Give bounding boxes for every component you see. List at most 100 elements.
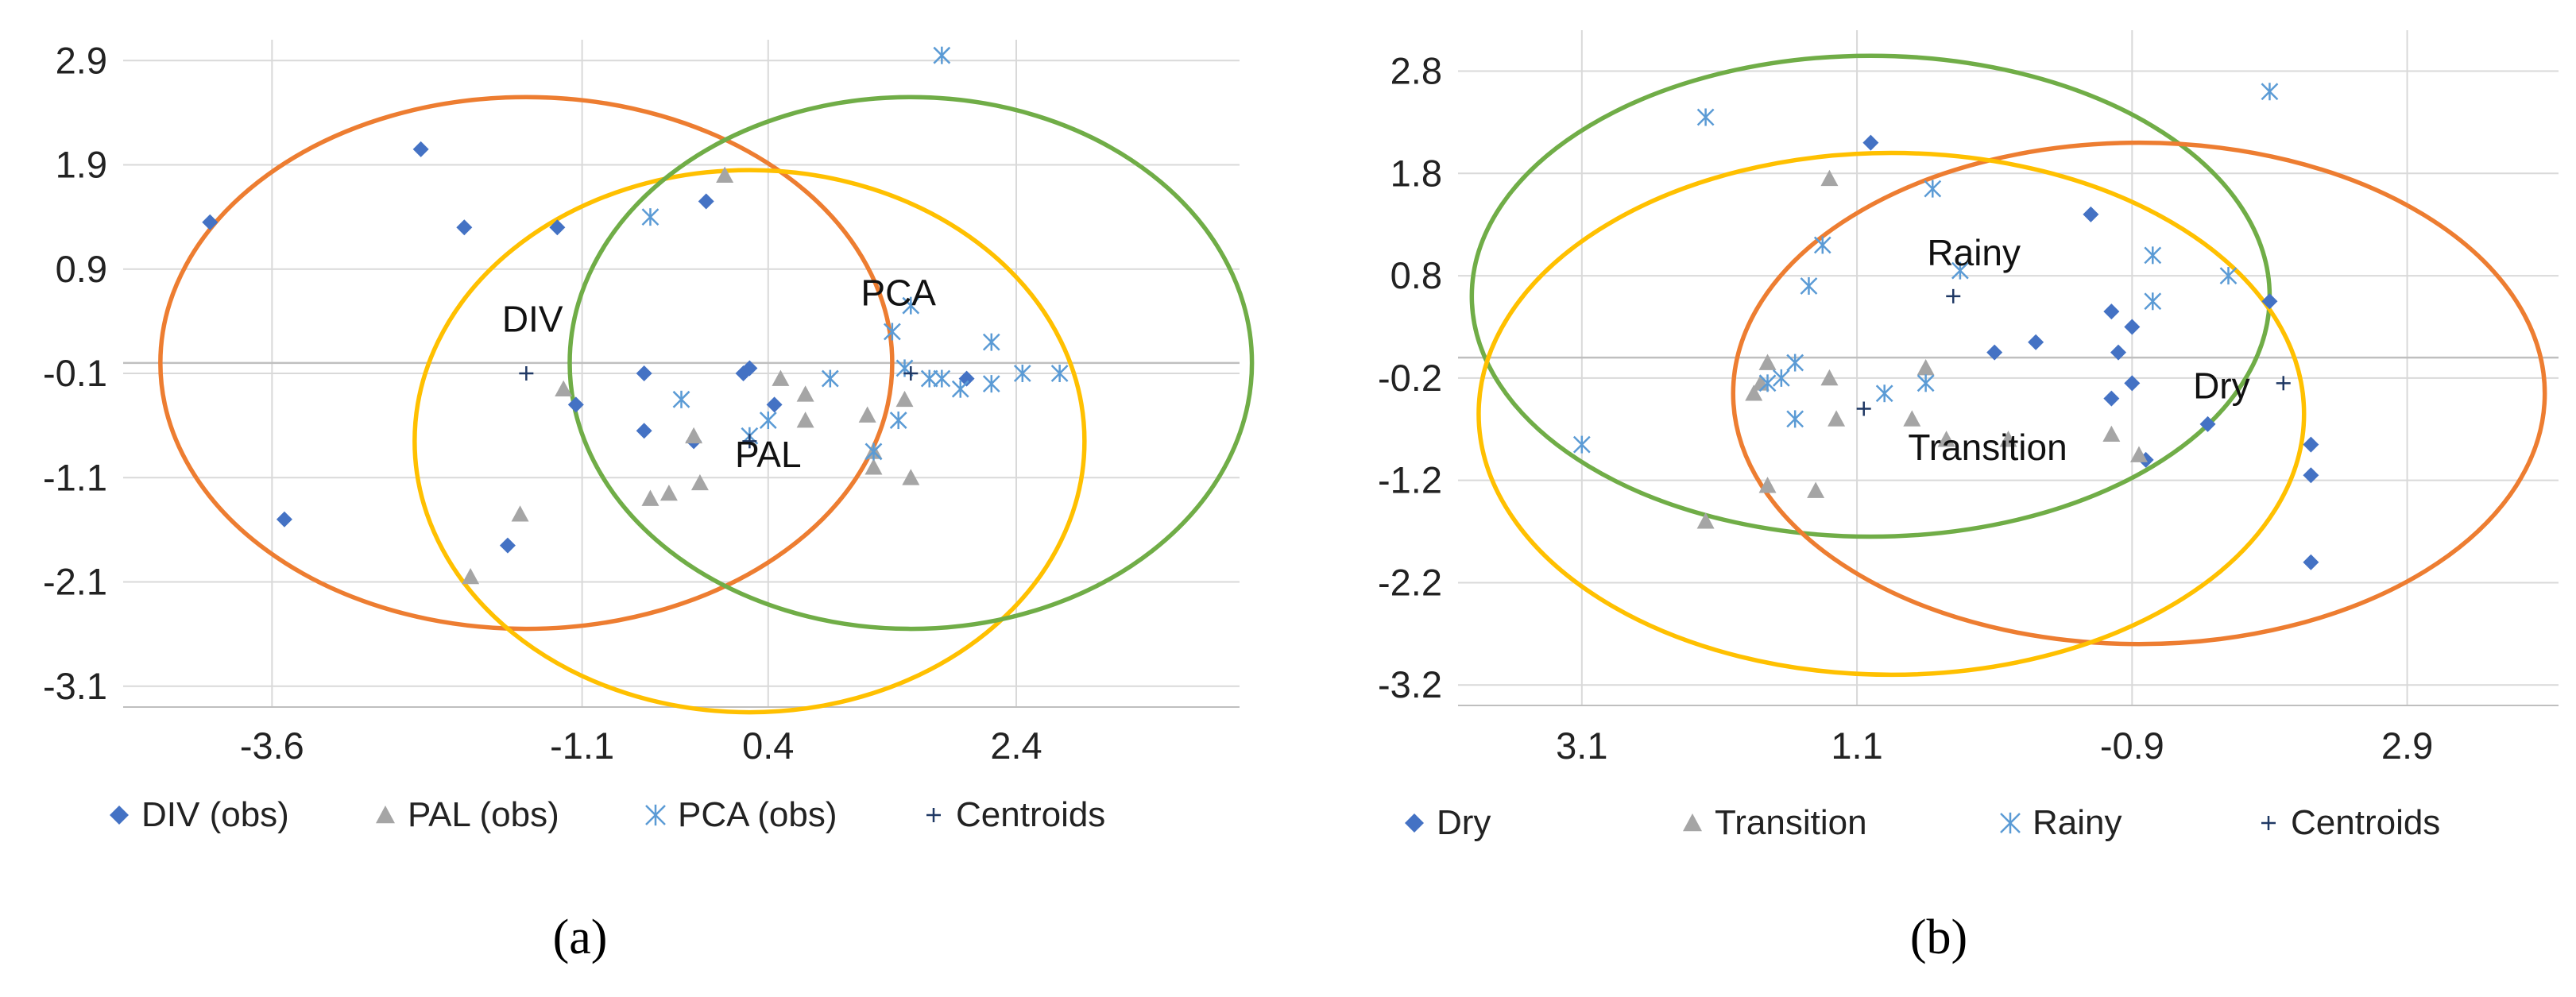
legend-label-transition: Transition — [1715, 803, 1867, 842]
data-point-centroids — [519, 366, 534, 381]
panel-a-chart: 2.9 1.9 0.9 -0.1 -1.1 -2.1 -3.1 -3.6 -1.1 0.4 2.4 D… — [43, 39, 1255, 834]
data-point-pca-obs — [889, 412, 907, 430]
legend: Dry Transition Rainy Centroids — [1405, 803, 2440, 842]
data-point-dry — [2103, 303, 2120, 320]
ellipse-transition — [1476, 150, 2307, 678]
legend-marker-centroids — [926, 808, 941, 822]
data-point-transition — [2129, 446, 2148, 462]
data-point-dry — [2028, 334, 2044, 350]
data-point-rainy — [1786, 410, 1804, 428]
series-centroids — [519, 366, 919, 449]
legend-item-centroids: Centroids — [2261, 803, 2440, 842]
data-point-pca-obs — [884, 323, 901, 341]
data-point-transition — [1903, 410, 1921, 427]
data-point-dry — [2110, 344, 2126, 361]
data-point-div-obs — [202, 214, 219, 230]
group-annotations: DIV PCA PAL — [502, 272, 936, 475]
data-point-div-obs — [549, 219, 566, 236]
legend-label-dry: Dry — [1437, 803, 1491, 842]
data-point-dry — [1986, 344, 2003, 361]
legend-item-div-obs: DIV (obs) — [110, 795, 289, 834]
data-point-rainy — [1786, 354, 1804, 372]
tick-labels: 2.9 1.9 0.9 -0.1 -1.1 -2.1 -3.1 -3.6 -1.1 0.4 2.4 — [43, 39, 1042, 767]
legend-marker-transition — [1683, 813, 1702, 832]
legend-marker-pca-obs — [645, 804, 666, 826]
data-point-pal-obs — [659, 484, 678, 501]
gridlines — [1458, 30, 2559, 706]
data-point-div-obs — [499, 537, 516, 554]
data-point-pal-obs — [716, 166, 734, 183]
panel-b-chart: 2.8 1.8 0.8 -0.2 -1.2 -2.2 -3.2 3.1 1.1 -0.9 2.9 Ra… — [1378, 30, 2559, 842]
data-point-pca-obs — [672, 390, 690, 408]
data-point-transition — [1758, 477, 1777, 493]
series-pal-obs — [462, 166, 920, 585]
x-tick-label: 0.4 — [742, 725, 794, 767]
legend-item-centroids: Centroids — [926, 795, 1105, 834]
legend-label-rainy: Rainy — [2033, 803, 2122, 842]
data-point-centroids — [742, 434, 757, 449]
data-point-rainy — [1951, 261, 1969, 280]
series-rainy — [1572, 83, 2279, 454]
legend-marker-rainy — [2000, 812, 2021, 834]
data-point-pal-obs — [796, 412, 814, 428]
data-point-pal-obs — [902, 469, 920, 485]
ellipse-div — [158, 95, 895, 632]
y-tick-label: -3.1 — [43, 665, 107, 707]
data-point-pca-obs — [902, 296, 920, 315]
series-transition — [1696, 169, 2148, 529]
legend-item-transition: Transition — [1683, 803, 1867, 842]
data-point-transition — [1758, 354, 1777, 370]
legend: DIV (obs) PAL (obs) PCA (obs) Centroids — [110, 795, 1105, 834]
legend-marker-centroids — [2261, 816, 2276, 830]
data-point-dry — [2303, 467, 2319, 484]
data-point-rainy — [1800, 276, 1818, 295]
data-point-pca-obs — [920, 369, 938, 388]
data-point-dry — [2124, 319, 2141, 335]
x-tick-label: -0.9 — [2100, 725, 2164, 767]
data-point-rainy — [2144, 292, 2162, 311]
data-point-pal-obs — [641, 489, 659, 506]
data-point-transition — [1745, 385, 1763, 401]
data-point-pal-obs — [511, 505, 529, 522]
y-tick-label: -0.2 — [1378, 357, 1442, 399]
data-point-transition — [1807, 481, 1825, 498]
x-tick-label: -1.1 — [550, 725, 614, 767]
data-point-div-obs — [567, 396, 584, 413]
y-tick-label: -3.2 — [1378, 663, 1442, 705]
data-point-dry — [2303, 554, 2319, 570]
data-point-div-obs — [636, 365, 652, 381]
data-point-rainy — [1875, 385, 1893, 403]
legend-label-pal-obs: PAL (obs) — [408, 795, 559, 834]
data-point-pal-obs — [462, 567, 480, 585]
data-point-rainy — [1772, 369, 1790, 387]
annotation-div: DIV — [502, 299, 563, 340]
data-point-div-obs — [698, 193, 714, 210]
annotation-rainy: Rainy — [1927, 232, 2021, 273]
y-tick-label: -1.1 — [43, 456, 107, 498]
legend-item-rainy: Rainy — [2000, 803, 2122, 842]
series-centroids — [1856, 288, 2291, 416]
x-tick-label: 3.1 — [1556, 725, 1607, 767]
data-point-pal-obs — [864, 458, 883, 475]
data-point-dry — [2124, 375, 2141, 392]
data-point-rainy — [2144, 246, 2162, 265]
legend-marker-dry — [1405, 813, 1424, 833]
x-tick-label: 1.1 — [1831, 725, 1882, 767]
data-point-transition — [1999, 431, 2017, 447]
ellipse-rainy — [1469, 53, 2272, 539]
legend-item-dry: Dry — [1405, 803, 1491, 842]
annotation-pca: PCA — [861, 272, 936, 314]
data-point-pca-obs — [1050, 365, 1069, 382]
data-point-pal-obs — [895, 390, 914, 408]
data-point-pca-obs — [1013, 365, 1031, 382]
confidence-ellipses — [1469, 53, 2547, 678]
data-point-pca-obs — [951, 380, 969, 398]
legend-item-pca-obs: PCA (obs) — [645, 795, 837, 834]
data-point-rainy — [1917, 374, 1935, 392]
ellipse-pal — [412, 168, 1087, 715]
y-tick-label: -1.2 — [1378, 459, 1442, 501]
data-point-pca-obs — [982, 333, 1000, 351]
data-point-transition — [1696, 512, 1715, 529]
data-point-centroids — [1946, 288, 1961, 303]
